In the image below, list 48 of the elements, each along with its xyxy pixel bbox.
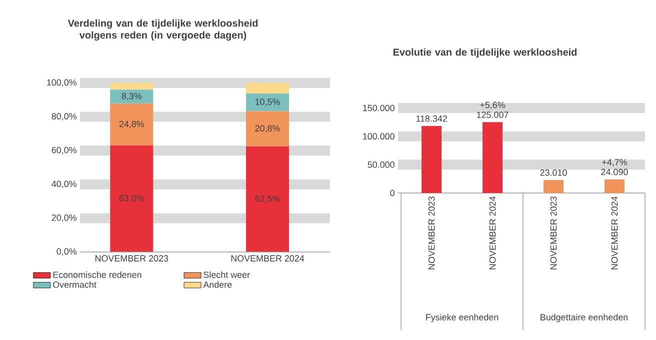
data-label: 8,3% <box>122 92 142 100</box>
legend-label: Andere <box>203 281 232 288</box>
chart-title: Evolutie van de tijdelijke werkloosheid <box>393 48 577 58</box>
text: Budgettaire eenheden <box>540 314 628 322</box>
bar <box>246 146 290 252</box>
data-label: 62,5% <box>255 195 280 203</box>
bar <box>482 122 503 193</box>
y-tick-label: 0 <box>390 190 394 196</box>
bar <box>110 90 154 104</box>
bar <box>110 82 154 90</box>
x-tick-label: NOVEMBER 2024 <box>611 196 618 270</box>
y-tick-label: 100.000 <box>363 133 394 140</box>
x-tick-label: NOVEMBER 2023 <box>95 255 168 262</box>
bar <box>246 111 290 146</box>
data-label: 20,8% <box>255 125 280 132</box>
bar <box>246 93 290 112</box>
annotation: +5,6% <box>480 102 506 110</box>
x-tick-label: NOVEMBER 2024 <box>231 255 304 262</box>
y-tick-label: 0,0% <box>56 248 76 256</box>
bar <box>110 104 154 146</box>
y-tick-label: 40,0% <box>52 180 76 188</box>
bar <box>604 179 625 193</box>
data-label: 118.342 <box>416 115 447 122</box>
legend-label: Economische redenen <box>53 271 142 278</box>
x-tick-label: NOVEMBER 2023 <box>428 196 435 270</box>
y-tick-label: 100,0% <box>47 79 76 87</box>
data-label: 24,8% <box>119 120 144 128</box>
data-label: 10,5% <box>255 98 280 106</box>
data-label: 63,0% <box>119 195 144 202</box>
data-label: 24.090 <box>601 168 628 176</box>
annotation: +4,7% <box>602 159 628 166</box>
data-label: 23.010 <box>540 169 567 176</box>
bar <box>110 146 154 252</box>
bar <box>422 126 442 193</box>
data-label: 125.007 <box>477 112 508 118</box>
x-tick-label: NOVEMBER 2024 <box>489 196 496 270</box>
legend-label: Slecht weer <box>204 271 250 278</box>
text: Fysieke eenheden <box>426 314 498 322</box>
bar <box>544 180 564 193</box>
y-tick-label: 50.000 <box>368 161 394 168</box>
x-tick-label: NOVEMBER 2023 <box>550 196 557 270</box>
chart-title: Verdeling van de tijdelijke werkloosheid volgens reden (in vergoede dagen) <box>68 19 258 41</box>
y-tick-label: 80,0% <box>52 113 76 120</box>
legend-label: Overmacht <box>53 281 96 288</box>
y-tick-label: 150.000 <box>363 104 394 112</box>
y-tick-label: 60,0% <box>52 146 76 154</box>
bar <box>246 82 290 94</box>
y-tick-label: 20,0% <box>52 214 76 222</box>
